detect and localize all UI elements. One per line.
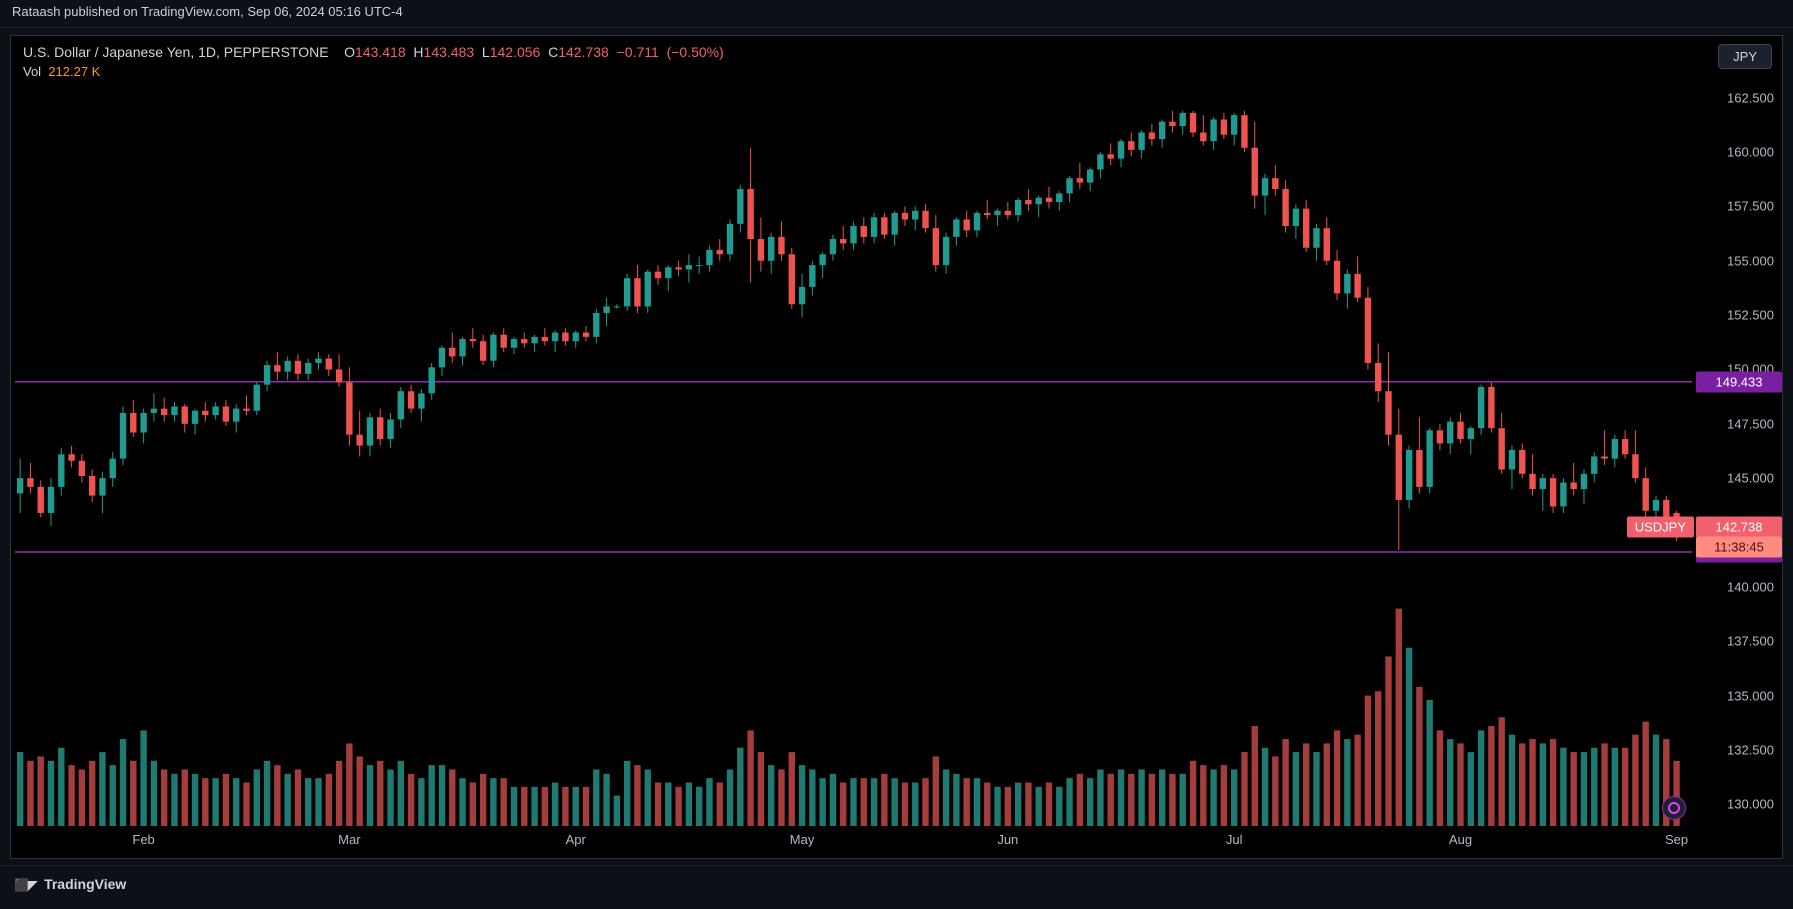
time-tick: Jul: [1226, 832, 1243, 847]
price-tick: 147.500: [1727, 416, 1774, 431]
chg-pct: (−0.50%): [667, 44, 724, 60]
publish-meta: Rataash published on TradingView.com, Se…: [0, 0, 1793, 28]
ohlc-h: 143.483: [424, 44, 475, 60]
countdown-tag: 11:38:45: [1696, 537, 1782, 558]
time-tick: Apr: [566, 832, 586, 847]
chart-plot[interactable]: [15, 76, 1692, 826]
chart-frame: U.S. Dollar / Japanese Yen, 1D, PEPPERST…: [10, 35, 1783, 859]
time-tick: Sep: [1665, 832, 1688, 847]
time-tick: Mar: [338, 832, 360, 847]
price-tick: 162.500: [1727, 90, 1774, 105]
ohlc-h-label: H: [413, 44, 423, 60]
ohlc-o-label: O: [344, 44, 355, 60]
price-tick: 132.500: [1727, 742, 1774, 757]
vol-label: Vol: [23, 64, 41, 79]
footer: ⬛◤ TradingView: [0, 865, 1793, 909]
snapshot-icon[interactable]: [1662, 796, 1686, 820]
price-tick: 135.000: [1727, 688, 1774, 703]
time-tick: Jun: [997, 832, 1018, 847]
time-tick: Aug: [1449, 832, 1472, 847]
price-tick: 155.000: [1727, 253, 1774, 268]
currency-button[interactable]: JPY: [1718, 44, 1772, 69]
price-tick: 140.000: [1727, 579, 1774, 594]
price-tick: 145.000: [1727, 471, 1774, 486]
ohlc-l: 142.056: [490, 44, 541, 60]
last-price-tag: 142.738: [1696, 517, 1782, 538]
publish-text: Rataash published on TradingView.com, Se…: [12, 4, 403, 19]
ohlc-l-label: L: [482, 44, 490, 60]
symbol-tag: USDJPY: [1627, 517, 1694, 538]
price-tick: 137.500: [1727, 634, 1774, 649]
vol-value: 212.27 K: [48, 64, 100, 79]
footer-brand: TradingView: [44, 876, 126, 892]
price-tick: 160.000: [1727, 145, 1774, 160]
time-tick: May: [790, 832, 815, 847]
ohlc-c-label: C: [548, 44, 558, 60]
price-axis[interactable]: 162.500160.000157.500155.000152.500150.0…: [1692, 76, 1782, 826]
ohlc-c: 142.738: [558, 44, 609, 60]
price-tick: 157.500: [1727, 199, 1774, 214]
chart-legend: U.S. Dollar / Japanese Yen, 1D, PEPPERST…: [23, 44, 724, 79]
time-tick: Feb: [132, 832, 154, 847]
time-axis[interactable]: Feb Mar Apr May Jun Jul Aug Sep: [15, 826, 1692, 858]
chg-abs: −0.711: [617, 44, 659, 60]
ohlc-o: 143.418: [355, 44, 406, 60]
hline-price-tag[interactable]: 149.433: [1696, 371, 1782, 392]
price-tick: 152.500: [1727, 308, 1774, 323]
price-tick: 130.000: [1727, 797, 1774, 812]
symbol-desc: U.S. Dollar / Japanese Yen, 1D, PEPPERST…: [23, 44, 329, 60]
tradingview-logo-icon: ⬛◤: [14, 878, 36, 892]
